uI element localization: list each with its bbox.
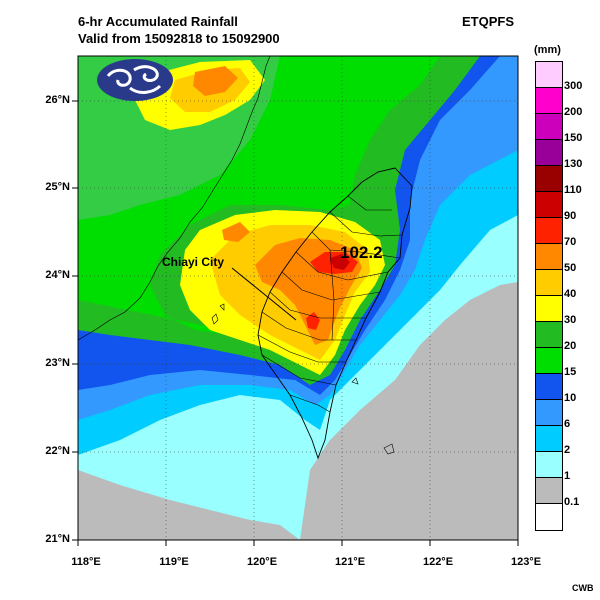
lon-label-118: 118°E <box>71 556 101 568</box>
map-gridlines <box>78 56 518 540</box>
legend-swatch <box>536 88 562 114</box>
legend-swatch <box>536 452 562 478</box>
legend-swatch <box>536 374 562 400</box>
lon-label-123: 123°E <box>510 556 542 568</box>
lat-label-25: 25°N <box>45 181 70 193</box>
legend-level-label: 0.1 <box>564 496 580 508</box>
legend-level-label: 1 <box>564 470 571 482</box>
legend-swatch <box>536 400 562 426</box>
lat-label-26: 26°N <box>45 94 70 106</box>
legend-level-label: 20 <box>564 340 577 352</box>
legend-swatch <box>536 140 562 166</box>
china-coastline <box>78 56 271 341</box>
chiayi-pointer <box>231 267 297 321</box>
max-rainfall-value: 102.2 <box>340 243 383 262</box>
cwb-logo <box>97 59 173 101</box>
county-boundaries <box>257 195 403 413</box>
legend-swatch <box>536 426 562 452</box>
legend-swatch <box>536 504 562 530</box>
legend-swatch <box>536 192 562 218</box>
lon-label-120: 120°E <box>246 556 278 568</box>
legend-unit: (mm) <box>534 44 561 56</box>
chiayi-city-label: Chiayi City <box>162 255 224 269</box>
legend-swatch <box>536 166 562 192</box>
axis-ticks <box>72 100 519 546</box>
legend-level-label: 6 <box>564 418 571 430</box>
legend-swatch <box>536 478 562 504</box>
legend-swatch <box>536 114 562 140</box>
legend-level-label: 30 <box>564 314 577 326</box>
rain-zone-90mm <box>330 254 350 270</box>
lon-label-121: 121°E <box>334 556 366 568</box>
rain-zone-0-1mm <box>78 282 518 540</box>
lat-label-23: 23°N <box>45 357 70 369</box>
legend-swatch <box>536 218 562 244</box>
lat-label-22: 22°N <box>45 445 70 457</box>
color-legend <box>535 61 563 531</box>
legend-level-label: 300 <box>564 80 583 92</box>
rain-zone-50mm-west <box>222 222 250 242</box>
lat-label-21: 21°N <box>45 533 70 545</box>
rain-zone-50mm-north <box>193 66 238 96</box>
rain-zone-70mm-south <box>306 312 320 330</box>
legend-swatch <box>536 244 562 270</box>
legend-level-label: 10 <box>564 392 577 404</box>
legend-swatch <box>536 296 562 322</box>
lon-label-119: 119°E <box>159 556 189 568</box>
model-label: ETQPFS <box>462 14 515 29</box>
legend-level-label: 110 <box>564 184 582 196</box>
legend-level-label: 70 <box>564 236 577 248</box>
lon-label-122: 122°E <box>422 556 454 568</box>
legend-swatch <box>536 348 562 374</box>
legend-level-label: 150 <box>564 132 583 144</box>
legend-swatch <box>536 270 562 296</box>
map-title: 6-hr Accumulated Rainfall <box>78 14 238 29</box>
legend-level-label: 90 <box>564 210 577 222</box>
lat-label-24: 24°N <box>45 269 70 281</box>
taiwan-outline <box>257 167 413 460</box>
legend-swatch <box>536 62 562 88</box>
valid-period: Valid from 15092818 to 15092900 <box>78 31 280 46</box>
map-frame <box>77 55 519 541</box>
credit-label: CWB <box>572 583 594 593</box>
legend-swatch <box>536 322 562 348</box>
legend-level-label: 15 <box>564 366 577 378</box>
legend-level-label: 40 <box>564 288 577 300</box>
legend-level-label: 130 <box>564 158 583 170</box>
legend-level-label: 2 <box>564 444 571 456</box>
legend-level-label: 200 <box>564 106 583 118</box>
penghu-islands <box>211 303 225 325</box>
legend-level-label: 50 <box>564 262 577 274</box>
